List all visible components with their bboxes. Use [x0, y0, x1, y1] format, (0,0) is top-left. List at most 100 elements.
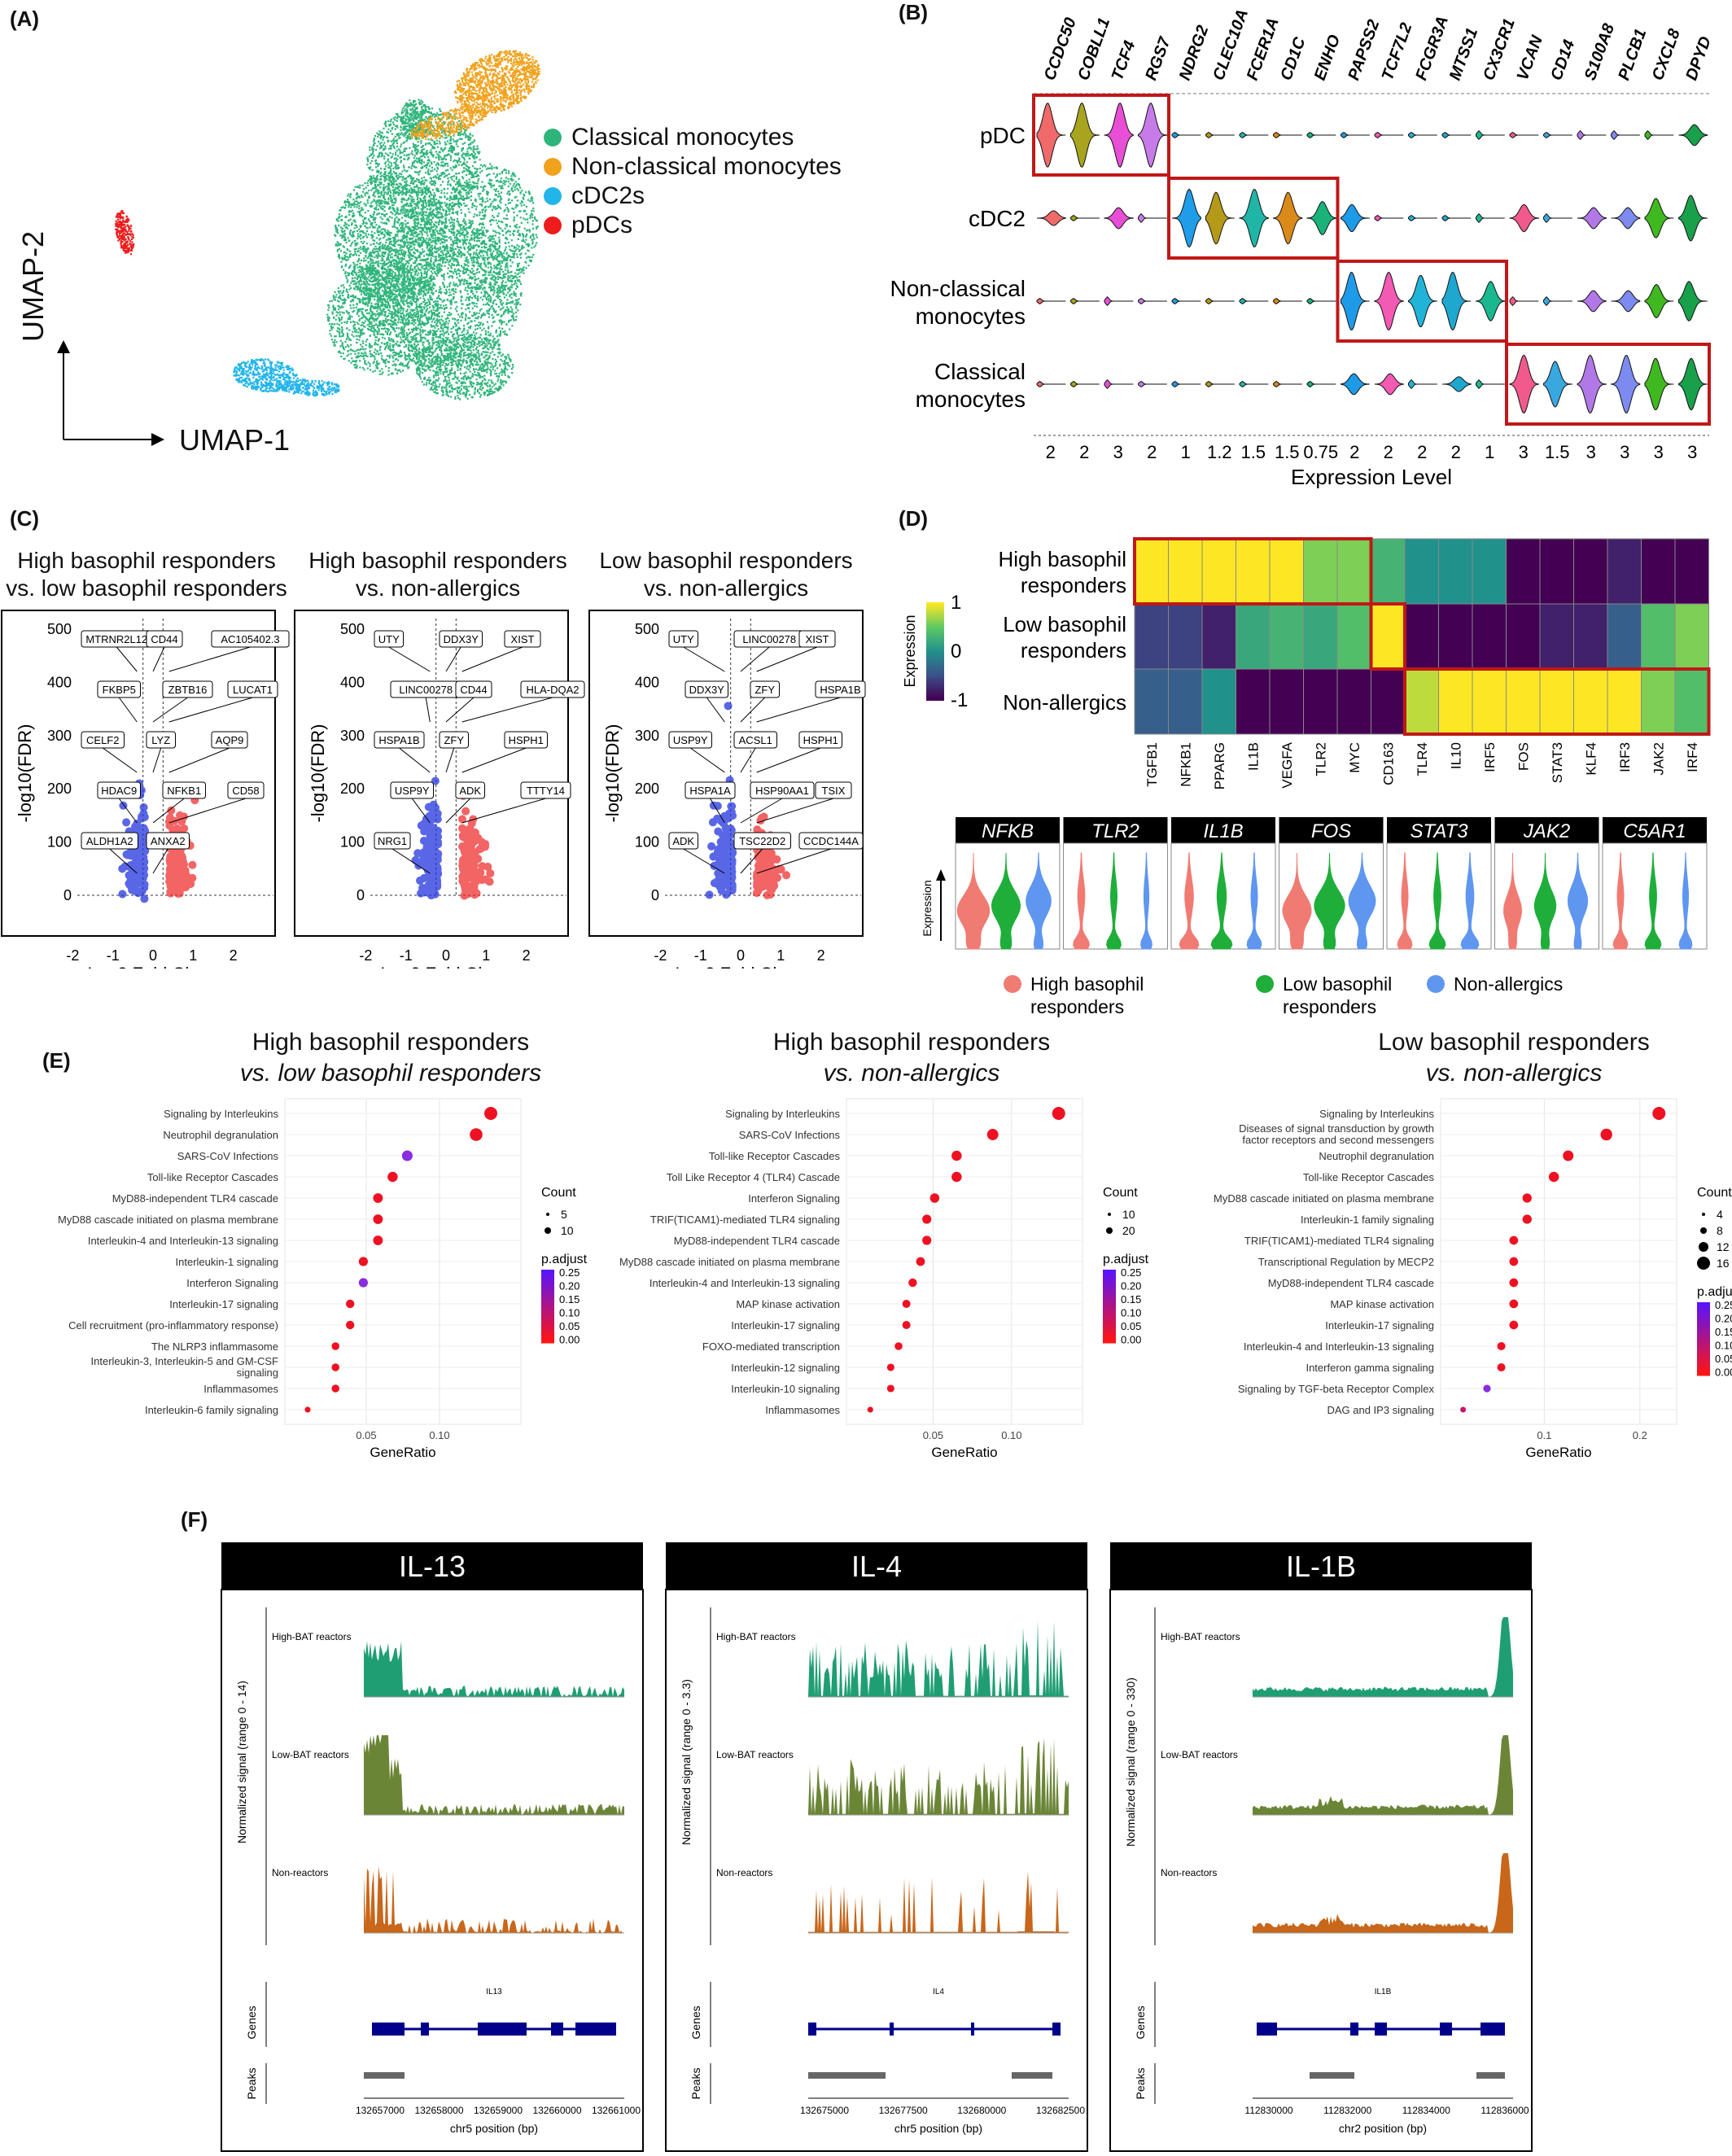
heatmap-cell — [1134, 538, 1169, 605]
track-frame — [1109, 1589, 1533, 2152]
row-label: monocytes — [916, 387, 1026, 412]
dotplot-point — [1548, 1171, 1559, 1183]
violin-panel-header — [1603, 817, 1707, 843]
volcano-ytick: 400 — [47, 674, 72, 690]
padj-colorbar-segment — [1697, 1346, 1710, 1350]
violin-shape — [1179, 852, 1200, 950]
highlight-boxes — [1032, 94, 1711, 426]
umap-ylabel: UMAP-2 — [16, 230, 50, 342]
violin-fcgr3a — [1408, 379, 1437, 389]
violin-rgs7 — [1138, 298, 1167, 304]
padj-colorbar-segment — [541, 1324, 554, 1329]
gene-label-s100a8: S100A8 — [1581, 20, 1619, 82]
callout-box — [374, 832, 411, 850]
umap-y-arrow — [57, 340, 70, 353]
padj-colorbar-segment — [1103, 1310, 1116, 1314]
heatmap-cell — [1336, 603, 1371, 670]
dotplot-point — [331, 1342, 339, 1350]
violin-papss2 — [1341, 132, 1370, 138]
heatmap-cell — [1168, 538, 1203, 605]
violin-panel-header — [1387, 817, 1491, 843]
callout-box — [750, 680, 780, 698]
violin-cd14 — [1543, 132, 1572, 138]
legend-label: High basophil — [1030, 973, 1144, 995]
violin-d-legend-item: Non-allergics — [1427, 973, 1563, 995]
violin-s100a8 — [1577, 354, 1607, 414]
dotplot-term: Toll Like Receptor 4 (TLR4) Cascade — [667, 1171, 840, 1183]
violin-tcf7l2 — [1374, 215, 1404, 221]
heatmap-cell — [1269, 538, 1304, 605]
callout-line — [461, 747, 527, 773]
volcano-ytick: 300 — [47, 728, 72, 744]
tick-label: 2 — [1451, 442, 1461, 462]
callout-box — [439, 630, 483, 648]
dotplot-point — [1600, 1128, 1612, 1141]
volcano-ytick: 0 — [63, 887, 72, 903]
callout-label-ac105402.3: AC105402.3 — [221, 633, 279, 645]
tick-label: 2 — [1349, 442, 1359, 462]
callout-line — [740, 646, 770, 672]
dotplot-term: Interferon Signaling — [186, 1277, 278, 1289]
dotplot-term: MyD88 cascade initiated on plasma membra… — [58, 1214, 278, 1226]
down-regulated-points — [411, 776, 443, 899]
dotplot-term: MyD88-independent TLR4 cascade — [112, 1192, 278, 1205]
violin-vcan — [1509, 354, 1539, 414]
volcano-ytick: 500 — [47, 621, 72, 637]
colorbar-segment — [926, 676, 944, 679]
track-header — [1110, 1542, 1532, 1590]
violin-d-ylabel: Expression — [921, 880, 934, 936]
highlight-box — [1032, 94, 1170, 177]
callout-label-usp9y: USP9Y — [673, 734, 708, 746]
callout-label-hla-dqa2: HLA-DQA2 — [526, 684, 579, 696]
violin-shape — [1073, 852, 1090, 950]
heatmap-cell — [1404, 603, 1439, 670]
padj-colorbar-segment — [1103, 1277, 1116, 1281]
padj-colorbar-segment — [1103, 1328, 1116, 1332]
callout-label-xist: XIST — [806, 633, 829, 645]
callout-line — [461, 798, 546, 824]
count-legend-dot — [1702, 1213, 1705, 1216]
dotplot-term: Signaling by Interleukins — [725, 1108, 840, 1120]
dotplot-point — [1052, 1107, 1065, 1120]
padj-colorbar-segment — [1697, 1371, 1710, 1376]
peak-region — [808, 2072, 886, 2079]
colorbar-segment — [926, 673, 944, 676]
dotplot-point — [373, 1214, 383, 1224]
callout-line — [152, 747, 162, 773]
violin-shape — [1348, 852, 1376, 950]
callout-line — [399, 747, 431, 773]
callout-label-lyz: LYZ — [151, 734, 170, 746]
peaks-row-label: Peaks — [245, 2068, 258, 2100]
track-xlabel: chr2 position (bp) — [1339, 2122, 1427, 2135]
heatmap-cell — [1201, 668, 1236, 735]
dotplot-term: SARS-CoV Infections — [739, 1129, 841, 1141]
colorbar-segment — [926, 683, 944, 686]
callout-label-acsl1: ACSL1 — [739, 734, 772, 746]
volcano-xlabel: Log2 Fold Change — [87, 964, 234, 969]
violin-panel-stat3: STAT3 — [1386, 817, 1492, 950]
gene-label-papss2: PAPSS2 — [1345, 17, 1383, 82]
callout-line — [756, 646, 818, 672]
colorbar-segment — [926, 695, 944, 698]
violin-clec10a — [1205, 132, 1235, 138]
heatmap-cell — [1134, 668, 1169, 735]
heatmap-cell — [1539, 603, 1574, 670]
heatmap-cell — [1472, 538, 1507, 605]
track-xtick: 132680000 — [957, 2105, 1006, 2116]
violin-papss2 — [1341, 203, 1370, 233]
colorbar-segment — [926, 632, 944, 635]
dotplot-term: Interleukin-4 and Interleukin-13 signali… — [1244, 1340, 1434, 1353]
dotplot-point — [470, 1128, 483, 1141]
title-line: vs. non-allergics — [1425, 1060, 1603, 1087]
violin-ndrg2 — [1171, 188, 1201, 248]
violin-cx3cr1 — [1476, 379, 1505, 389]
padj-colorbar-segment — [1103, 1306, 1116, 1310]
dotplot-point — [373, 1193, 383, 1203]
title-line: vs. non-allergics — [823, 1060, 1000, 1087]
colorbar-segment — [926, 668, 944, 671]
heatmap-col-label: IRF5 — [1482, 742, 1498, 772]
violin-shape — [1612, 852, 1629, 950]
dotplot-point — [922, 1214, 932, 1224]
